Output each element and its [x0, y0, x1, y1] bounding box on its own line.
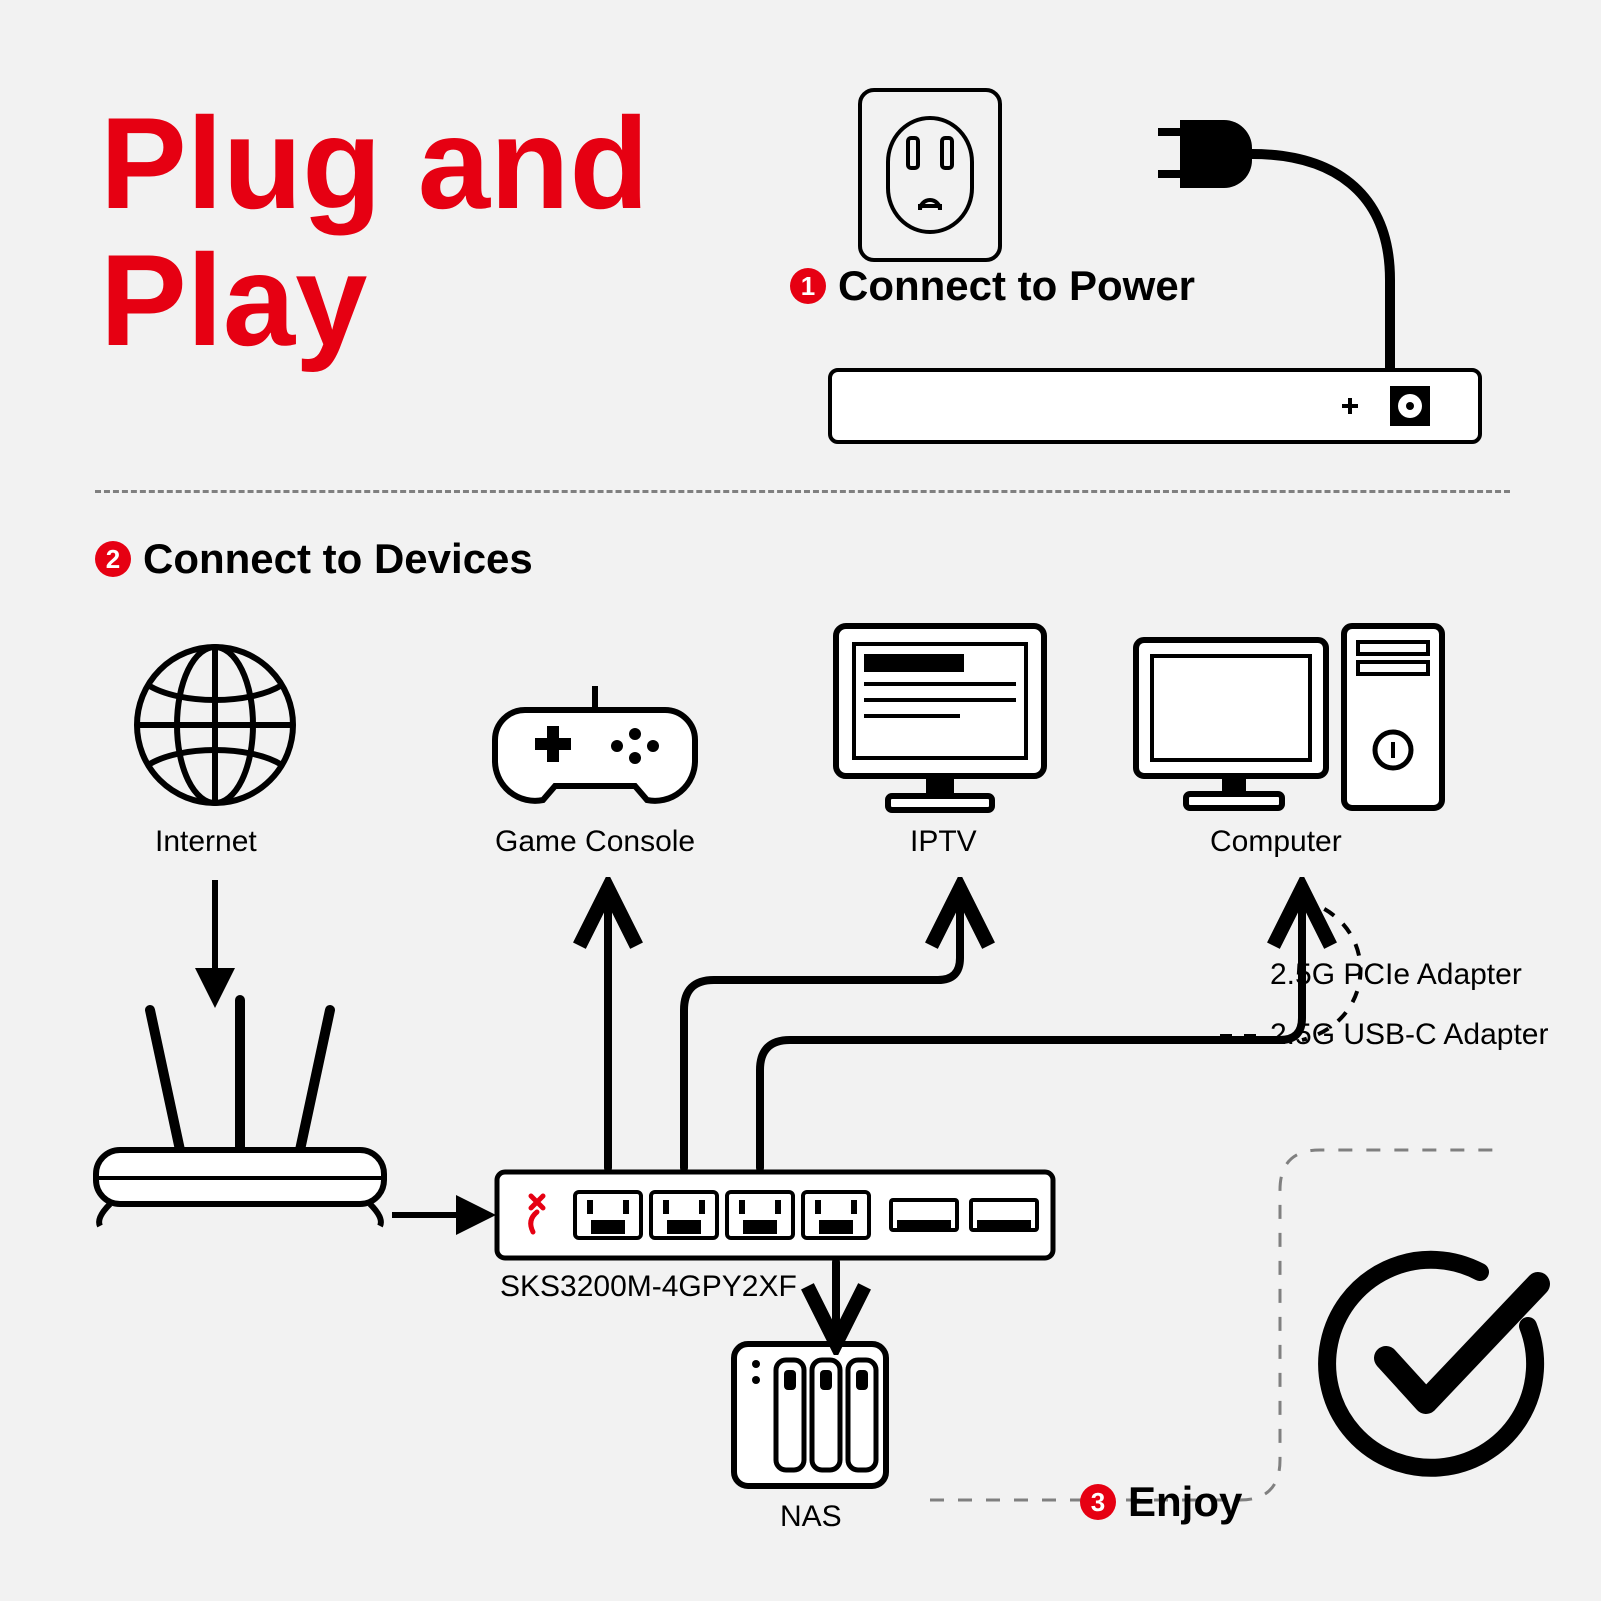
step-3-badge: 3: [1080, 1484, 1116, 1520]
adapter-pcie-label: 2.5G PCIe Adapter: [1270, 958, 1522, 992]
adapter-usbc-label: 2.5G USB-C Adapter: [1270, 1018, 1548, 1052]
checkmark-icon: [1300, 1230, 1560, 1490]
step-3-text: Enjoy: [1128, 1478, 1242, 1526]
step-3-label: 3 Enjoy: [1080, 1478, 1242, 1526]
